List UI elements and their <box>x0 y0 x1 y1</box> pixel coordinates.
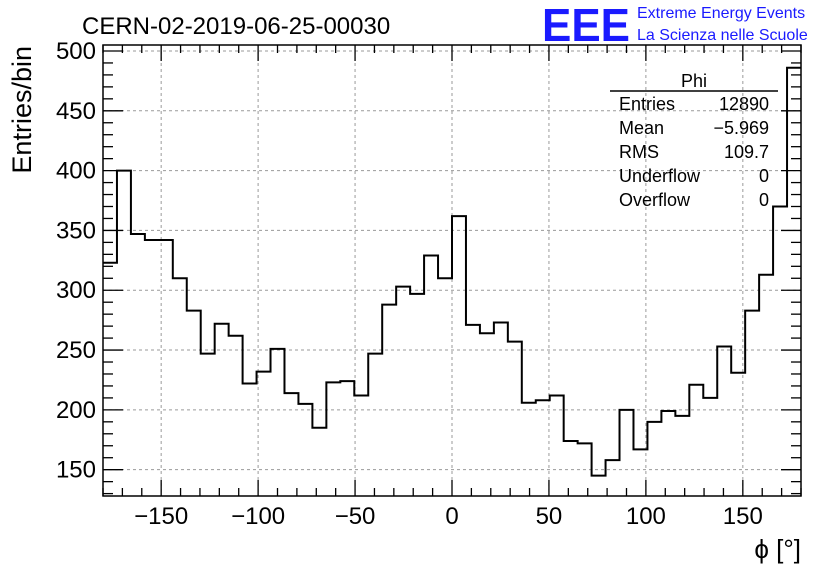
stats-label: Overflow <box>619 190 691 210</box>
logo-line-2: La Scienza nelle Scuole <box>637 27 808 44</box>
y-tick-label: 400 <box>56 158 96 185</box>
y-tick-label: 200 <box>56 397 96 424</box>
chart-title: CERN-02-2019-06-25-00030 <box>82 13 390 40</box>
y-tick-label: 250 <box>56 337 96 364</box>
x-tick-label: 50 <box>536 503 563 530</box>
x-tick-label: 0 <box>445 503 458 530</box>
stats-label: Mean <box>619 118 664 138</box>
stats-value: −5.969 <box>713 118 769 138</box>
stats-value: 0 <box>759 166 769 186</box>
logo-mark: EEE <box>542 0 630 51</box>
logo-line-1: Extreme Energy Events <box>637 5 805 22</box>
stats-box: Phi Entries 12890 Mean −5.969 RMS 109.7 Underf… <box>610 71 778 210</box>
stats-value: 109.7 <box>724 142 769 162</box>
histogram-line <box>103 66 801 477</box>
plot-frame <box>102 44 802 497</box>
y-tick-label: 150 <box>56 457 96 484</box>
y-tick-label: 450 <box>56 98 96 125</box>
stats-label: Entries <box>619 94 675 114</box>
stats-label: RMS <box>619 142 659 162</box>
x-tick-label: −150 <box>134 503 188 530</box>
x-tick-label: 150 <box>723 503 763 530</box>
x-axis-label: ϕ [°] <box>754 534 801 564</box>
stats-value: 0 <box>759 190 769 210</box>
axis-ticks <box>102 45 802 496</box>
stats-value: 12890 <box>719 94 769 114</box>
y-tick-label: 500 <box>56 38 96 65</box>
x-tick-label: 100 <box>626 503 666 530</box>
eee-logo: EEE Extreme Energy Events La Scienza nel… <box>542 0 808 51</box>
y-axis-label: Entries/bin <box>7 46 37 174</box>
y-tick-label: 350 <box>56 217 96 244</box>
stats-title: Phi <box>681 71 707 91</box>
y-tick-label: 300 <box>56 277 96 304</box>
stats-label: Underflow <box>619 166 701 186</box>
x-tick-label: −50 <box>335 503 376 530</box>
tick-labels: −150 −100 −50 0 50 100 150 150 200 250 300 350 400 45… <box>56 38 763 530</box>
x-tick-label: −100 <box>231 503 285 530</box>
